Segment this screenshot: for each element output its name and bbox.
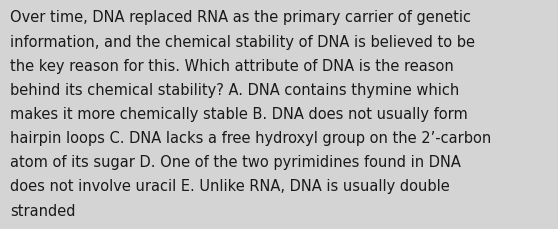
Text: hairpin loops C. DNA lacks a free hydroxyl group on the 2’-carbon: hairpin loops C. DNA lacks a free hydrox… (10, 131, 491, 145)
Text: Over time, DNA replaced RNA as the primary carrier of genetic: Over time, DNA replaced RNA as the prima… (10, 10, 471, 25)
Text: makes it more chemically stable B. DNA does not usually form: makes it more chemically stable B. DNA d… (10, 106, 468, 121)
Text: information, and the chemical stability of DNA is believed to be: information, and the chemical stability … (10, 34, 475, 49)
Text: behind its chemical stability? A. DNA contains thymine which: behind its chemical stability? A. DNA co… (10, 82, 459, 97)
Text: the key reason for this. Which attribute of DNA is the reason: the key reason for this. Which attribute… (10, 58, 454, 73)
Text: does not involve uracil E. Unlike RNA, DNA is usually double: does not involve uracil E. Unlike RNA, D… (10, 179, 450, 194)
Text: atom of its sugar D. One of the two pyrimidines found in DNA: atom of its sugar D. One of the two pyri… (10, 155, 461, 169)
Text: stranded: stranded (10, 203, 75, 218)
